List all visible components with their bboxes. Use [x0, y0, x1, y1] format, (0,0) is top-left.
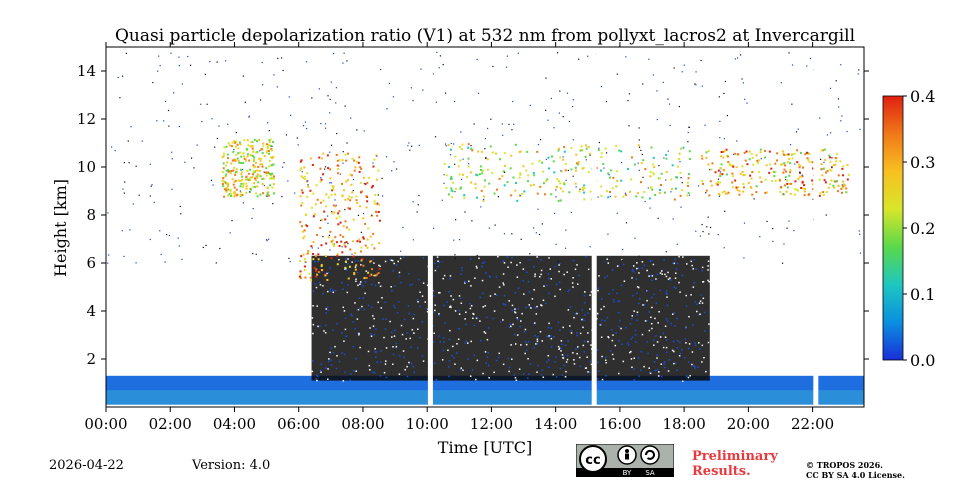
colorbar-tick-label-3: 0.3	[910, 153, 935, 172]
plot-frame	[105, 46, 865, 408]
x-tick-label-7: 14:00	[534, 415, 577, 433]
data-gap-1	[591, 47, 597, 407]
y-tick-label-3: 8	[86, 206, 96, 224]
date-label: 2026-04-22	[49, 458, 124, 473]
x-tick-label-0: 00:00	[84, 415, 127, 433]
x-tick-label-10: 20:00	[727, 415, 770, 433]
colorbar-ticks: 0.0 0.1 0.2 0.3 0.4	[903, 87, 935, 370]
copyright-note: © TROPOS 2026. CC BY SA 4.0 License.	[806, 460, 905, 480]
region-cirrus-b	[443, 143, 691, 202]
colorbar	[882, 95, 904, 361]
preliminary-results-note: Preliminary Results.	[692, 449, 778, 479]
colorbar-tick-label-0: 0.0	[910, 351, 935, 370]
svg-text:cc: cc	[585, 453, 600, 468]
copyright-line-2: CC BY SA 4.0 License.	[806, 470, 905, 480]
region-cirrus-a	[221, 138, 275, 198]
plot-area	[106, 47, 864, 407]
x-tick-label-5: 10:00	[406, 415, 449, 433]
share-alike-icon	[640, 445, 660, 465]
cc-icon	[579, 445, 607, 473]
data-gap-2	[813, 47, 819, 407]
license-by-text: BY	[623, 469, 632, 477]
y-tick-label-0: 2	[86, 350, 96, 368]
x-tick-label-11: 22:00	[791, 415, 834, 433]
region-dense-cloud	[311, 255, 710, 382]
cc-by-sa-badge: cc BY SA	[575, 443, 675, 478]
x-tick-label-9: 18:00	[663, 415, 706, 433]
x-tick-label-8: 16:00	[598, 415, 641, 433]
y-axis: 2 4 6 8 10 12 14	[77, 62, 869, 368]
y-axis-label: Height [km]	[51, 179, 70, 277]
version-label: Version: 4.0	[192, 458, 271, 473]
region-mixed-phase-cloud	[298, 152, 381, 282]
y-tick-label-4: 10	[77, 158, 96, 176]
y-tick-label-6: 14	[77, 62, 96, 80]
data-gap-0	[427, 47, 433, 407]
license-sa-text: SA	[645, 469, 655, 477]
y-tick-label-2: 6	[86, 254, 96, 272]
x-tick-label-4: 08:00	[341, 415, 384, 433]
colorbar-tick-label-1: 0.1	[910, 285, 935, 304]
colorbar-tick-label-2: 0.2	[910, 219, 935, 238]
chart-title: Quasi particle depolarization ratio (V1)…	[115, 26, 855, 46]
preliminary-line-1: Preliminary	[692, 449, 778, 464]
x-tick-label-3: 06:00	[277, 415, 320, 433]
x-tick-label-6: 12:00	[470, 415, 513, 433]
x-tick-label-2: 04:00	[213, 415, 256, 433]
y-tick-label-1: 4	[86, 302, 96, 320]
copyright-line-1: © TROPOS 2026.	[806, 460, 883, 470]
preliminary-line-2: Results.	[692, 464, 751, 479]
x-axis-label: Time [UTC]	[438, 438, 532, 457]
y-tick-label-5: 12	[77, 110, 96, 128]
colorbar-tick-label-4: 0.4	[910, 87, 935, 106]
x-tick-label-1: 02:00	[149, 415, 192, 433]
noise-pixels	[107, 51, 864, 264]
x-axis: 00:00 02:00 04:00 06:00 08:00 10:00 12:00 14:00…	[84, 42, 834, 433]
region-cirrus-c	[700, 148, 850, 197]
